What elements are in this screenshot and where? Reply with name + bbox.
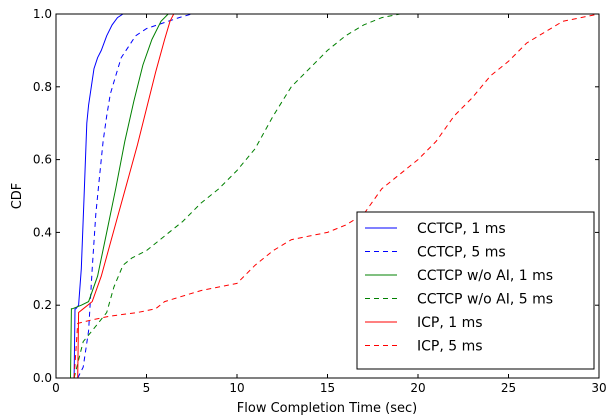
legend-label-3: CCTCP w/o AI, 5 ms [417,292,553,308]
x-tick-label: 30 [591,381,606,395]
series-line-0 [73,13,134,379]
x-tick-label: 5 [143,381,151,395]
x-tick-label: 25 [501,381,516,395]
y-tick-label: 0.0 [33,371,52,385]
x-tick-label: 10 [229,381,244,395]
legend: CCTCP, 1 ms CCTCP, 5 ms CCTCP w/o AI, 1 ms… [356,211,595,370]
legend-label-0: CCTCP, 1 ms [417,221,506,237]
y-tick-label: 0.6 [33,153,52,167]
legend-label-1: CCTCP, 5 ms [417,245,506,261]
y-tick-label: 0.4 [33,225,52,239]
series-line-4 [77,13,175,379]
axis-ticks: 0 5 10 15 20 25 30 0.0 0.2 0.4 0.6 0.8 1.0 [33,7,607,395]
series-line-5 [73,13,600,379]
x-tick-label: 0 [52,381,60,395]
y-axis-label: CDF [10,183,25,210]
legend-label-5: ICP, 5 ms [417,339,483,355]
x-tick-label: 15 [320,381,335,395]
series-line-3 [73,13,409,379]
legend-label-2: CCTCP w/o AI, 1 ms [417,268,553,284]
y-tick-label: 0.8 [33,80,52,94]
x-axis-label: Flow Completion Time (sec) [237,401,417,416]
series-line-1 [77,13,192,379]
series-line-2 [70,13,169,379]
y-tick-label: 1.0 [33,7,52,21]
series-lines [70,13,600,379]
legend-label-4: ICP, 1 ms [417,315,483,331]
legend-box [356,211,595,370]
x-tick-label: 20 [410,381,425,395]
y-tick-label: 0.2 [33,298,52,312]
